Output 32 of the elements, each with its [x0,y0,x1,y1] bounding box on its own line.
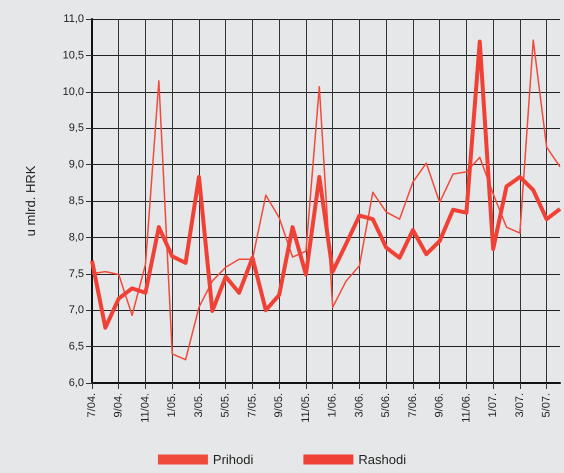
y-axis-title: u mlrd. HRK [23,165,38,236]
x-tick-label: 3/07. [514,393,526,418]
x-tick-label: 9/04. [112,393,125,418]
y-tick-label: 10,5 [62,49,84,62]
y-tick-label: 8,5 [68,195,84,207]
legend-label: Prihodi [212,452,254,467]
x-tick-label: 7/06. [406,393,419,418]
legend-label: Rashodi [358,452,406,467]
x-tick-label: 1/07. [487,393,500,418]
x-tick-label: 11/05. [300,393,312,423]
x-tick-label: 3/05. [192,393,205,418]
x-tick-label: 1/06. [326,393,339,418]
x-tick-label: 5/07. [540,393,553,418]
y-tick-label: 10,0 [62,86,84,98]
y-tick-label: 6,5 [68,340,84,353]
x-tick-label: 11/04. [139,393,152,423]
x-tick-label: 5/05. [220,393,232,418]
x-tick-label: 11/06. [460,393,472,423]
x-tick-label: 5/06. [380,393,392,418]
x-tick-label: 7/04. [86,393,98,418]
x-tick-label: 7/05. [246,393,258,418]
x-tick-label: 9/06. [434,393,446,418]
y-tick-label: 9,5 [68,122,84,134]
y-tick-label: 9,0 [68,158,84,171]
x-tick-label: 9/05. [273,393,286,418]
y-tick-label: 7,0 [68,304,84,316]
x-tick-label: 3/06. [353,393,366,418]
y-tick-label: 6,0 [68,377,84,389]
y-tick-label: 11,0 [63,13,84,25]
y-tick-label: 7,5 [68,268,84,280]
x-tick-label: 1/05. [166,393,178,418]
y-tick-label: 8,0 [68,231,84,244]
